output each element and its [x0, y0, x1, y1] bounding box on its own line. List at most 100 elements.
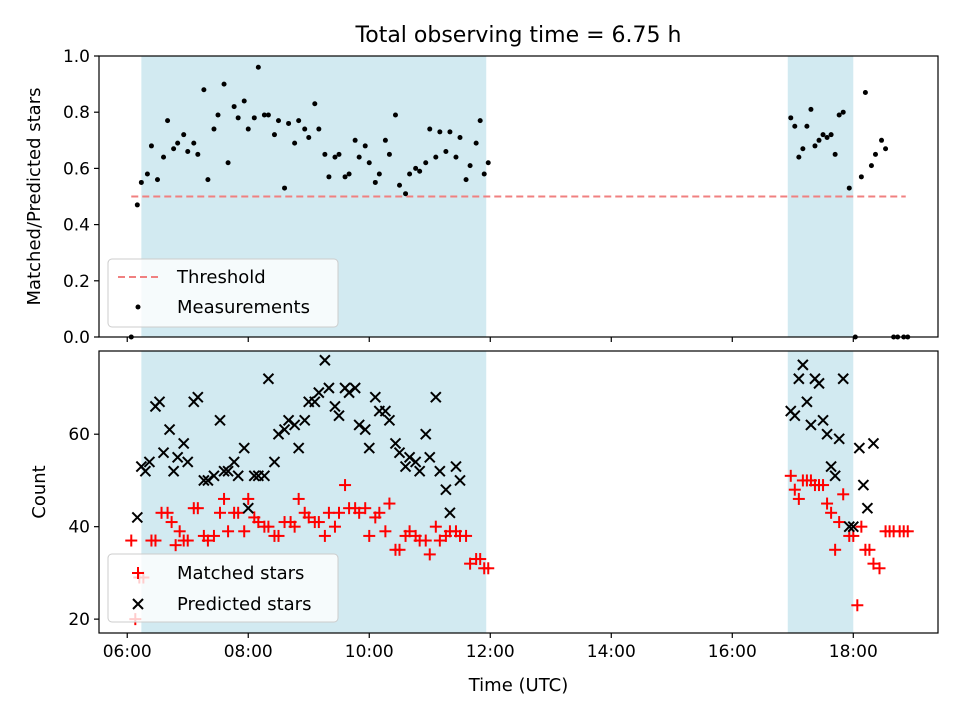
predicted-star-point [805, 419, 817, 431]
matched-star-point [419, 534, 432, 547]
predicted-star-point [288, 419, 301, 431]
bottom-legend: Matched stars Predicted stars [107, 553, 339, 623]
matched-star-point [423, 548, 436, 561]
predicted-star-point [208, 470, 220, 482]
predicted-star-point [228, 456, 240, 468]
matched-star-point [302, 511, 315, 524]
predicted-star-point [171, 451, 184, 464]
measurement-point [453, 154, 459, 160]
measurement-point [326, 174, 332, 180]
measurement-point [427, 126, 433, 132]
measurement-point [175, 140, 181, 146]
predicted-star-point [833, 433, 845, 445]
measurement-point [221, 81, 227, 87]
matched-star-point [829, 543, 842, 556]
predicted-star-point [424, 451, 436, 464]
measurement-point [403, 191, 409, 197]
predicted-star-point [434, 465, 446, 477]
matched-star-point [474, 553, 487, 566]
predicted-star-point [393, 446, 406, 459]
matched-star-point [379, 525, 392, 538]
measurement-point [171, 146, 177, 152]
matched-star-point [322, 506, 335, 519]
predicted-star-point [389, 437, 402, 450]
matched-star-point [312, 516, 325, 529]
legend-measurements-label: Measurements [177, 297, 310, 318]
measurement-point [808, 106, 814, 112]
predicted-star-point [440, 483, 452, 496]
predicted-star-point [292, 442, 305, 454]
predicted-star-point [409, 456, 422, 468]
measurement-point [342, 174, 348, 180]
matched-star-point [222, 525, 235, 538]
predicted-star-point [847, 520, 860, 533]
top-x-ticks [126, 337, 854, 342]
measurement-point [443, 149, 449, 155]
measurement-point [879, 137, 885, 143]
predicted-star-point [363, 442, 375, 454]
matched-star-point [125, 534, 138, 547]
y-tick-label: 0.8 [63, 103, 90, 123]
predicted-star-point [349, 382, 361, 394]
matched-star-point [821, 497, 834, 510]
predicted-star-point [825, 460, 837, 473]
matched-star-point [863, 543, 876, 556]
matched-star-point [353, 506, 366, 519]
bottom-legend-box [107, 553, 339, 623]
matched-star-point [181, 534, 194, 547]
measurement-point [316, 126, 322, 132]
measurement-point [306, 134, 312, 140]
measurement-point [386, 151, 392, 157]
matched-star-point [901, 525, 914, 538]
matched-star-point [817, 479, 830, 492]
chart-title: Total observing time = 6.75 h [355, 23, 682, 48]
y-tick-label: 20 [68, 610, 90, 630]
predicted-star-point [801, 396, 813, 408]
matched-star-point [433, 534, 446, 547]
predicted-star-point [222, 465, 234, 477]
shaded-interval [787, 56, 854, 337]
predicted-star-point [198, 474, 210, 487]
measurement-point [241, 98, 247, 104]
predicted-star-point [789, 410, 801, 422]
measurement-point [447, 129, 453, 135]
measurement-point [231, 104, 237, 110]
predicted-star-point [420, 428, 432, 440]
matched-star-point [403, 525, 416, 538]
measurement-point [467, 163, 473, 169]
measurement-point [225, 160, 231, 166]
predicted-star-point [853, 442, 866, 454]
y-tick-label: 0.4 [63, 216, 90, 236]
matched-star-point [149, 534, 162, 547]
predicted-star-point [153, 396, 166, 408]
matched-star-point [792, 492, 805, 505]
measurement-point [148, 143, 154, 149]
measurement-point [265, 112, 271, 118]
matched-star-point [873, 562, 886, 575]
measurement-point [840, 109, 846, 115]
legend-matched-label: Matched stars [177, 563, 304, 584]
measurement-point [144, 171, 150, 177]
y-tick-label: 60 [68, 425, 90, 445]
predicted-star-point [139, 465, 152, 477]
measurement-point [255, 64, 261, 70]
predicted-star-point [454, 474, 466, 487]
measurement-point [201, 87, 207, 93]
measurement-point [392, 112, 398, 118]
measurement-point [846, 185, 852, 191]
predicted-star-point [268, 456, 281, 468]
measurement-point [154, 177, 160, 183]
matched-star-point [218, 492, 231, 505]
measurement-point [275, 118, 281, 124]
predicted-star-point [813, 377, 825, 390]
measurement-point [352, 137, 358, 143]
matched-star-point [851, 599, 864, 612]
measurement-point [872, 151, 878, 157]
matched-star-point [825, 506, 838, 519]
predicted-star-point [232, 470, 244, 482]
predicted-star-point [369, 391, 382, 403]
measurement-point [858, 174, 864, 180]
top-legend: Threshold Measurements [107, 258, 339, 328]
measurement-point [205, 177, 211, 183]
predicted-star-point [299, 414, 311, 427]
